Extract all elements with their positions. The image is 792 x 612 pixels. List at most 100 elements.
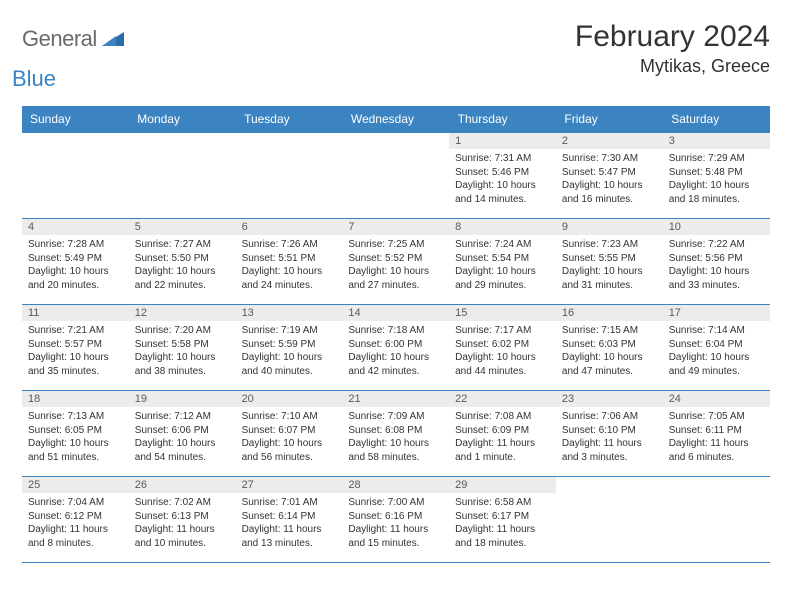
sunset-text: Sunset: 6:12 PM — [28, 510, 123, 524]
day-number: 17 — [663, 305, 770, 321]
sunset-text: Sunset: 5:56 PM — [669, 252, 764, 266]
sunset-text: Sunset: 5:58 PM — [135, 338, 230, 352]
daylight-text: Daylight: 10 hours and 22 minutes. — [135, 265, 230, 292]
sunset-text: Sunset: 5:54 PM — [455, 252, 550, 266]
calendar-cell: 3Sunrise: 7:29 AMSunset: 5:48 PMDaylight… — [663, 133, 770, 219]
day-number: 7 — [342, 219, 449, 235]
calendar-cell: 1Sunrise: 7:31 AMSunset: 5:46 PMDaylight… — [449, 133, 556, 219]
day-number: 16 — [556, 305, 663, 321]
sunset-text: Sunset: 6:10 PM — [562, 424, 657, 438]
day-details: Sunrise: 7:06 AMSunset: 6:10 PMDaylight:… — [556, 407, 663, 468]
sunset-text: Sunset: 5:52 PM — [348, 252, 443, 266]
day-details: Sunrise: 7:02 AMSunset: 6:13 PMDaylight:… — [129, 493, 236, 554]
daylight-text: Daylight: 10 hours and 27 minutes. — [348, 265, 443, 292]
sunset-text: Sunset: 6:14 PM — [242, 510, 337, 524]
day-number: 13 — [236, 305, 343, 321]
sunrise-text: Sunrise: 7:15 AM — [562, 324, 657, 338]
daylight-text: Daylight: 10 hours and 18 minutes. — [669, 179, 764, 206]
day-number: 29 — [449, 477, 556, 493]
daylight-text: Daylight: 11 hours and 3 minutes. — [562, 437, 657, 464]
calendar-cell: 20Sunrise: 7:10 AMSunset: 6:07 PMDayligh… — [236, 391, 343, 477]
sunrise-text: Sunrise: 7:20 AM — [135, 324, 230, 338]
daylight-text: Daylight: 10 hours and 29 minutes. — [455, 265, 550, 292]
calendar-cell — [236, 133, 343, 219]
daylight-text: Daylight: 10 hours and 40 minutes. — [242, 351, 337, 378]
sunset-text: Sunset: 6:08 PM — [348, 424, 443, 438]
calendar-row: 1Sunrise: 7:31 AMSunset: 5:46 PMDaylight… — [22, 133, 770, 219]
sunrise-text: Sunrise: 7:22 AM — [669, 238, 764, 252]
calendar-cell: 18Sunrise: 7:13 AMSunset: 6:05 PMDayligh… — [22, 391, 129, 477]
calendar-cell: 4Sunrise: 7:28 AMSunset: 5:49 PMDaylight… — [22, 219, 129, 305]
daylight-text: Daylight: 10 hours and 31 minutes. — [562, 265, 657, 292]
day-details: Sunrise: 7:31 AMSunset: 5:46 PMDaylight:… — [449, 149, 556, 210]
sunset-text: Sunset: 6:09 PM — [455, 424, 550, 438]
calendar-page: General Blue February 2024 Mytikas, Gree… — [0, 0, 792, 612]
calendar-cell — [22, 133, 129, 219]
day-details: Sunrise: 7:23 AMSunset: 5:55 PMDaylight:… — [556, 235, 663, 296]
day-details: Sunrise: 7:00 AMSunset: 6:16 PMDaylight:… — [342, 493, 449, 554]
sunset-text: Sunset: 5:57 PM — [28, 338, 123, 352]
sunrise-text: Sunrise: 7:01 AM — [242, 496, 337, 510]
sunset-text: Sunset: 5:46 PM — [455, 166, 550, 180]
daylight-text: Daylight: 10 hours and 58 minutes. — [348, 437, 443, 464]
sunrise-text: Sunrise: 7:31 AM — [455, 152, 550, 166]
sunset-text: Sunset: 5:51 PM — [242, 252, 337, 266]
sunset-text: Sunset: 6:11 PM — [669, 424, 764, 438]
day-number: 5 — [129, 219, 236, 235]
day-number: 22 — [449, 391, 556, 407]
sunset-text: Sunset: 5:49 PM — [28, 252, 123, 266]
day-number: 19 — [129, 391, 236, 407]
brand-word1: General — [22, 26, 97, 51]
calendar-cell: 14Sunrise: 7:18 AMSunset: 6:00 PMDayligh… — [342, 305, 449, 391]
day-number: 3 — [663, 133, 770, 149]
weekday-header: Thursday — [449, 106, 556, 133]
day-details: Sunrise: 7:20 AMSunset: 5:58 PMDaylight:… — [129, 321, 236, 382]
sunset-text: Sunset: 5:47 PM — [562, 166, 657, 180]
calendar-table: Sunday Monday Tuesday Wednesday Thursday… — [22, 106, 770, 563]
calendar-cell: 7 Sunrise: 7:25 AMSunset: 5:52 PMDaylight… — [342, 219, 449, 305]
brand-logo: General Blue — [22, 26, 124, 92]
sunrise-text: Sunrise: 7:10 AM — [242, 410, 337, 424]
sunrise-text: Sunrise: 7:23 AM — [562, 238, 657, 252]
day-details: Sunrise: 7:09 AMSunset: 6:08 PMDaylight:… — [342, 407, 449, 468]
day-number: 4 — [22, 219, 129, 235]
day-number: 14 — [342, 305, 449, 321]
calendar-cell: 5Sunrise: 7:27 AMSunset: 5:50 PMDaylight… — [129, 219, 236, 305]
calendar-cell: 27Sunrise: 7:01 AMSunset: 6:14 PMDayligh… — [236, 477, 343, 563]
day-details: Sunrise: 7:22 AMSunset: 5:56 PMDaylight:… — [663, 235, 770, 296]
calendar-cell: 15Sunrise: 7:17 AMSunset: 6:02 PMDayligh… — [449, 305, 556, 391]
sunset-text: Sunset: 6:03 PM — [562, 338, 657, 352]
day-number: 1 — [449, 133, 556, 149]
calendar-cell: 28Sunrise: 7:00 AMSunset: 6:16 PMDayligh… — [342, 477, 449, 563]
day-details: Sunrise: 7:01 AMSunset: 6:14 PMDaylight:… — [236, 493, 343, 554]
calendar-cell — [556, 477, 663, 563]
daylight-text: Daylight: 11 hours and 6 minutes. — [669, 437, 764, 464]
sunrise-text: Sunrise: 7:25 AM — [348, 238, 443, 252]
sunrise-text: Sunrise: 7:00 AM — [348, 496, 443, 510]
calendar-cell: 12Sunrise: 7:20 AMSunset: 5:58 PMDayligh… — [129, 305, 236, 391]
calendar-cell: 19Sunrise: 7:12 AMSunset: 6:06 PMDayligh… — [129, 391, 236, 477]
sunrise-text: Sunrise: 7:21 AM — [28, 324, 123, 338]
day-number: 25 — [22, 477, 129, 493]
day-details: Sunrise: 7:13 AMSunset: 6:05 PMDaylight:… — [22, 407, 129, 468]
day-details: Sunrise: 7:21 AMSunset: 5:57 PMDaylight:… — [22, 321, 129, 382]
daylight-text: Daylight: 10 hours and 49 minutes. — [669, 351, 764, 378]
sunset-text: Sunset: 6:16 PM — [348, 510, 443, 524]
sunset-text: Sunset: 6:13 PM — [135, 510, 230, 524]
month-title: February 2024 — [575, 20, 770, 54]
sunrise-text: Sunrise: 7:26 AM — [242, 238, 337, 252]
day-details: Sunrise: 7:28 AMSunset: 5:49 PMDaylight:… — [22, 235, 129, 296]
weekday-header-row: Sunday Monday Tuesday Wednesday Thursday… — [22, 106, 770, 133]
daylight-text: Daylight: 10 hours and 16 minutes. — [562, 179, 657, 206]
sunset-text: Sunset: 6:17 PM — [455, 510, 550, 524]
daylight-text: Daylight: 10 hours and 20 minutes. — [28, 265, 123, 292]
daylight-text: Daylight: 10 hours and 47 minutes. — [562, 351, 657, 378]
calendar-cell: 22Sunrise: 7:08 AMSunset: 6:09 PMDayligh… — [449, 391, 556, 477]
day-number: 24 — [663, 391, 770, 407]
daylight-text: Daylight: 11 hours and 13 minutes. — [242, 523, 337, 550]
calendar-cell: 9Sunrise: 7:23 AMSunset: 5:55 PMDaylight… — [556, 219, 663, 305]
weekday-header: Monday — [129, 106, 236, 133]
day-number: 11 — [22, 305, 129, 321]
day-number: 15 — [449, 305, 556, 321]
day-details: Sunrise: 7:18 AMSunset: 6:00 PMDaylight:… — [342, 321, 449, 382]
